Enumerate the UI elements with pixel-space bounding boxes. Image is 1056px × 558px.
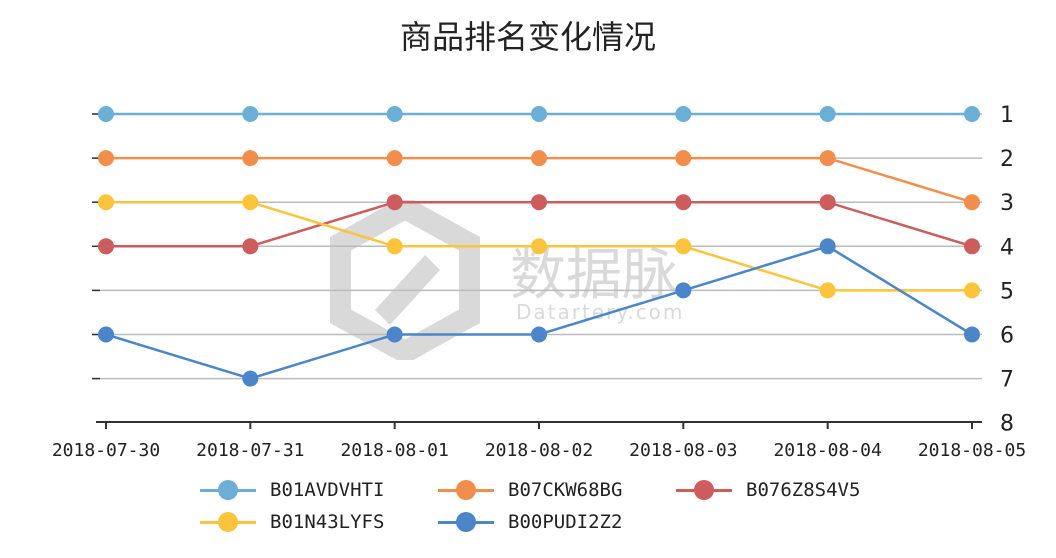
data-point (819, 238, 836, 255)
data-point (242, 150, 259, 167)
legend-label: B00PUDI2Z2 (508, 511, 623, 533)
legend-marker (218, 512, 238, 532)
data-point (819, 150, 836, 167)
legend-swatch (438, 480, 494, 500)
legend-marker (694, 480, 714, 500)
x-tick-label: 2018-08-03 (629, 440, 737, 461)
y-tick-label: 3 (1000, 191, 1014, 216)
data-point (675, 150, 692, 167)
data-point (242, 194, 259, 211)
data-point (675, 194, 692, 211)
legend-item[interactable]: B01AVDVHTI (200, 478, 384, 502)
y-tick-label: 8 (1000, 412, 1014, 437)
legend-label: B07CKW68BG (508, 479, 623, 501)
data-point (675, 106, 692, 122)
data-point (964, 282, 980, 299)
series-line (105, 244, 973, 380)
data-point (964, 326, 980, 343)
data-point (675, 238, 692, 255)
data-point (964, 106, 980, 122)
data-point (531, 106, 547, 122)
x-tick-label: 2018-07-30 (52, 440, 160, 461)
legend-label: B076Z8S4V5 (746, 479, 861, 501)
data-point (675, 282, 692, 299)
data-point (98, 150, 114, 167)
data-point (531, 194, 547, 211)
legend-item[interactable]: B00PUDI2Z2 (438, 510, 622, 534)
y-tick-label: 6 (1000, 324, 1014, 349)
data-point (531, 238, 547, 255)
x-tick-label: 2018-08-05 (918, 440, 1026, 461)
legend-swatch (200, 480, 256, 500)
data-point (386, 238, 403, 255)
chart-title: 商品排名变化情况 (399, 18, 656, 56)
x-tick-label: 2018-07-31 (196, 440, 304, 461)
y-tick-label: 4 (1000, 235, 1014, 260)
plot-area: 1 2 3 4 5 6 7 8 2018-07-30 2018-07-31 2018-08-01 20… (52, 103, 1026, 461)
data-point (98, 194, 114, 211)
legend-marker (218, 480, 238, 500)
data-point (819, 194, 836, 211)
data-point (819, 282, 836, 299)
data-point (386, 106, 403, 122)
legend-label: B01AVDVHTI (270, 479, 385, 501)
data-point (386, 150, 403, 167)
data-point (386, 194, 403, 211)
y-tick-label: 5 (1000, 279, 1014, 304)
y-tick-label: 7 (1000, 368, 1014, 393)
data-point (242, 238, 259, 255)
legend-swatch (438, 512, 494, 532)
y-tick-label: 1 (1000, 103, 1014, 128)
data-point (386, 326, 403, 343)
x-tick-label: 2018-08-04 (773, 440, 881, 461)
legend-marker (456, 512, 476, 532)
data-point (242, 370, 259, 387)
x-tick-label: 2018-08-01 (340, 440, 448, 461)
data-point (964, 194, 980, 211)
data-point (242, 106, 259, 122)
data-point (819, 106, 836, 122)
legend-swatch (200, 512, 256, 532)
data-point (98, 326, 114, 343)
legend-swatch (676, 480, 732, 500)
data-point (531, 150, 547, 167)
data-point (964, 238, 980, 255)
legend-label: B01N43LYFS (270, 511, 385, 533)
data-point (98, 106, 114, 122)
legend-item[interactable]: B076Z8S4V5 (676, 478, 860, 502)
legend-marker (456, 480, 476, 500)
data-point (531, 326, 547, 343)
x-tick-label: 2018-08-02 (485, 440, 593, 461)
legend-item[interactable]: B01N43LYFS (200, 510, 384, 534)
legend-item[interactable]: B07CKW68BG (438, 478, 622, 502)
watermark-subtext: Datartery.com (516, 300, 685, 324)
data-point (98, 238, 114, 255)
legend: B01AVDVHTI B07CKW68BG B076Z8S4V5 B01N43LYFS… (200, 478, 920, 548)
y-tick-label: 2 (1000, 147, 1014, 172)
